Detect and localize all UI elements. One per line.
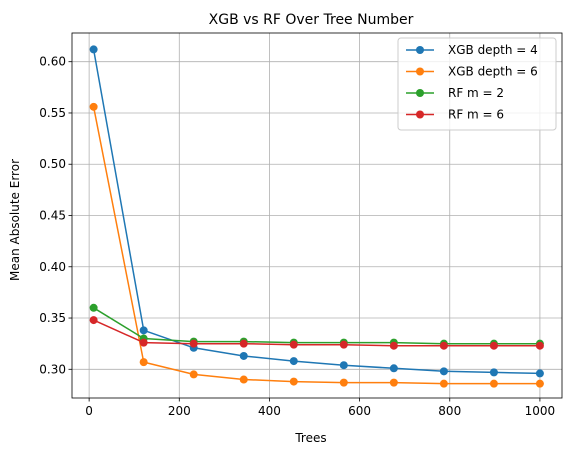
x-tick-label: 600 <box>348 404 371 418</box>
legend-box <box>397 37 557 131</box>
legend-label: RF m = 6 <box>448 108 504 122</box>
data-point <box>89 102 98 111</box>
legend: XGB depth = 4 XGB depth = 6 RF m = 2 RF m =… <box>397 37 557 131</box>
series-3 <box>89 303 544 348</box>
legend-item: XGB depth = 6 <box>406 65 538 79</box>
series-line <box>93 319 540 347</box>
data-point <box>89 316 98 325</box>
data-point <box>189 370 198 379</box>
data-point <box>535 369 544 378</box>
data-point <box>489 379 498 388</box>
data-point <box>89 303 98 312</box>
legend-swatch-marker <box>416 89 424 97</box>
data-point <box>535 341 544 350</box>
data-point <box>189 339 198 348</box>
y-tick-label: 0.30 <box>39 362 66 376</box>
legend-swatch-marker <box>416 110 424 119</box>
series-line <box>92 49 540 375</box>
x-tick-label: 0 <box>85 404 93 418</box>
x-tick-label: 400 <box>258 404 281 418</box>
legend-label: XGB depth = 4 <box>448 43 538 57</box>
y-tick-label: 0.40 <box>39 260 66 274</box>
x-axis-label: Trees <box>294 431 326 445</box>
data-point <box>339 361 348 370</box>
legend-item: RF m = 2 <box>406 86 504 100</box>
legend-swatch-marker <box>416 46 424 54</box>
data-point <box>439 379 448 388</box>
data-point <box>289 357 298 366</box>
legend-swatch-marker <box>416 67 424 76</box>
data-point <box>389 378 398 387</box>
data-point <box>289 340 298 349</box>
series-2 <box>89 102 544 388</box>
data-point <box>139 338 148 347</box>
x-tick-label: 800 <box>438 404 461 418</box>
x-tick-label: 1000 <box>525 404 556 418</box>
legend-item: RF m = 6 <box>406 108 504 122</box>
data-point <box>289 377 298 386</box>
data-point <box>139 326 148 335</box>
data-point <box>535 379 544 388</box>
data-point <box>439 367 448 376</box>
y-tick-label: 0.60 <box>39 55 66 69</box>
y-tick-label: 0.50 <box>39 157 66 171</box>
data-point <box>239 375 248 384</box>
data-point <box>339 378 348 387</box>
series-line <box>92 106 540 385</box>
x-tick-label: 200 <box>168 404 191 418</box>
data-point <box>389 364 398 373</box>
legend-item: XGB depth = 4 <box>406 43 538 57</box>
legend-label: RF m = 2 <box>448 86 504 100</box>
y-tick-label: 0.45 <box>39 209 66 223</box>
data-point <box>489 341 498 350</box>
series-layer <box>89 45 544 388</box>
data-point <box>239 351 248 360</box>
y-tick-label: 0.55 <box>39 106 66 120</box>
data-point <box>389 341 398 350</box>
x-axis: 0 200 400 600 800 1000 <box>85 398 555 418</box>
data-point <box>439 341 448 350</box>
y-axis-label: Mean Absolute Error <box>8 159 22 281</box>
data-point <box>89 45 98 54</box>
series-1 <box>89 45 544 378</box>
chart-title: XGB vs RF Over Tree Number <box>209 12 414 28</box>
data-point <box>489 368 498 377</box>
series-line <box>93 307 540 345</box>
y-axis: 0.30 0.35 0.40 0.45 0.50 0.55 0.60 <box>39 55 72 376</box>
data-point <box>239 339 248 348</box>
series-4 <box>89 316 544 350</box>
legend-label: XGB depth = 6 <box>448 65 538 79</box>
data-point <box>139 358 148 367</box>
y-tick-label: 0.35 <box>39 311 66 325</box>
data-point <box>339 340 348 349</box>
